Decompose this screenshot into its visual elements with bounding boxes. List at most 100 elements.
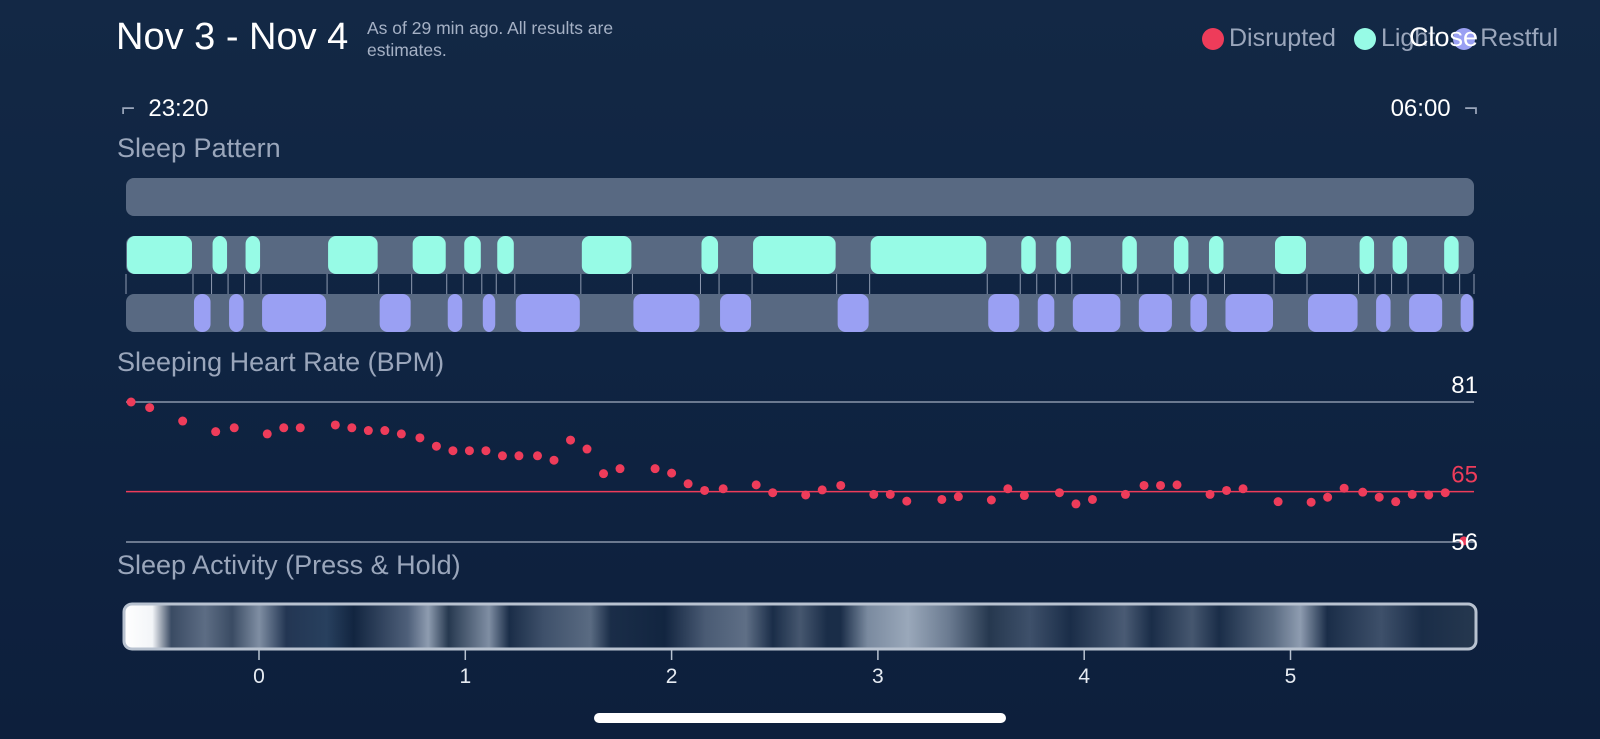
start-bracket-icon: ⌐ [121, 95, 136, 122]
restful-segment [1072, 294, 1121, 332]
heart-rate-point [817, 485, 827, 495]
restful-segment [1225, 294, 1273, 332]
light-segment [412, 236, 446, 274]
light-segment [127, 236, 192, 274]
heart-rate-point [396, 429, 406, 439]
activity-tick-label: 5 [1285, 665, 1297, 688]
heart-rate-point [986, 495, 996, 505]
restful-segment [447, 294, 463, 332]
close-button[interactable]: Close [1408, 22, 1478, 52]
sleep-pattern-title: Sleep Pattern [117, 133, 281, 163]
light-segment [701, 236, 719, 274]
heart-rate-point [599, 469, 609, 479]
heart-rate-point [1238, 484, 1248, 494]
heart-rate-point [1306, 497, 1316, 507]
heart-rate-point [295, 423, 305, 433]
light-segment [1122, 236, 1137, 274]
light-segment [1392, 236, 1408, 274]
restful-segment [229, 294, 244, 332]
heart-rate-point [533, 451, 543, 461]
heart-rate-point [869, 489, 879, 499]
heart-rate-point [1339, 483, 1349, 493]
avg-label: 65 [1451, 462, 1478, 489]
heart-rate-point [1440, 488, 1450, 498]
heart-rate-point [1323, 492, 1333, 502]
legend-item-disrupted: Disrupted [1201, 24, 1336, 53]
max-label: 81 [1451, 372, 1478, 399]
restful-segment [1460, 294, 1473, 332]
heart-rate-chart: 81 65 56 [126, 372, 1478, 556]
light-segment [870, 236, 987, 274]
sleep-activity-chart[interactable]: 0 1 2 3 4 5 [122, 602, 1478, 688]
home-indicator[interactable] [594, 713, 1006, 723]
restful-segment [1376, 294, 1391, 332]
estimate-note: As of 29 min ago. All results are estima… [367, 18, 614, 60]
restful-segment [720, 294, 752, 332]
heart-rate-point [514, 451, 524, 461]
date-range-title: Nov 3 - Nov 4 [116, 16, 349, 58]
heart-rate-point [700, 485, 710, 495]
heart-rate-point [953, 492, 963, 502]
legend-item-light: Light [1353, 24, 1435, 53]
restful-segment [1037, 294, 1055, 332]
pattern-track-0 [126, 178, 1474, 216]
activity-strip[interactable] [122, 602, 1478, 651]
heart-rate-point [937, 494, 947, 504]
restful-segment [837, 294, 869, 332]
heart-rate-point [1156, 480, 1166, 490]
end-time-label: 06:00 [1390, 95, 1451, 122]
heart-rate-point [1374, 492, 1384, 502]
heart-rate-point [448, 446, 458, 456]
restful-segment [1308, 294, 1358, 332]
heart-rate-point [1205, 489, 1215, 499]
legend-item-restful: Restful [1453, 24, 1558, 53]
sleep-pattern-chart [125, 178, 1475, 332]
light-segment [1021, 236, 1036, 274]
heart-rate-point [836, 480, 846, 490]
heart-rate-point [1222, 485, 1232, 495]
min-label: 56 [1451, 529, 1478, 556]
heart-rate-point [549, 455, 559, 465]
heart-rate-point [1391, 497, 1401, 507]
heart-rate-point [1019, 491, 1029, 501]
light-segment [328, 236, 378, 274]
heart-rate-point [1087, 494, 1097, 504]
heart-rate-point [801, 490, 811, 500]
pattern-track-2 [126, 294, 1474, 332]
restful-segment [379, 294, 411, 332]
activity-tick-label: 3 [872, 665, 884, 688]
heart-rate-point [683, 479, 693, 489]
heart-rate-point [1172, 480, 1182, 490]
heart-rate-point [768, 488, 778, 498]
heart-rate-point [1407, 489, 1417, 499]
heart-rate-point [481, 446, 491, 456]
restful-segment [1138, 294, 1172, 332]
restful-dot-icon [1453, 27, 1476, 50]
heart-rate-point [229, 423, 239, 433]
restful-segment [193, 294, 211, 332]
heart-rate-point [126, 397, 136, 407]
heart-rate-point [1358, 487, 1368, 497]
restful-segment [1190, 294, 1207, 332]
light-segment [1444, 236, 1459, 274]
light-segment [1056, 236, 1071, 274]
heart-rate-point [415, 433, 425, 443]
heart-rate-point [262, 429, 272, 439]
heart-rate-point [330, 420, 340, 430]
light-segment [245, 236, 261, 274]
disrupted-dot-icon [1201, 27, 1224, 50]
light-dot-icon [1353, 27, 1376, 50]
light-segment [1274, 236, 1307, 274]
heart-rate-title: Sleeping Heart Rate (BPM) [117, 347, 445, 377]
heart-rate-point [497, 451, 507, 461]
heart-rate-point [145, 403, 155, 413]
restful-segment [1409, 294, 1443, 332]
heart-rate-point [902, 496, 912, 506]
heart-rate-point [718, 484, 728, 494]
heart-rate-point [650, 464, 660, 474]
light-segment [464, 236, 481, 274]
restful-segment [988, 294, 1020, 332]
start-time-label: 23:20 [148, 95, 209, 122]
